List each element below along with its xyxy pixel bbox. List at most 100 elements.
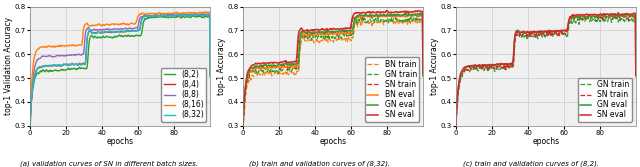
BN eval — [298, 33, 305, 35]
BN eval — [352, 17, 360, 19]
(8,32) — [85, 31, 93, 33]
(8,4) — [206, 75, 214, 77]
(8,8) — [206, 75, 214, 77]
(8,4) — [157, 14, 164, 16]
(8,16) — [97, 25, 105, 27]
(8,32) — [206, 75, 214, 77]
Text: (c) train and validation curves of (8,2).: (c) train and validation curves of (8,2)… — [463, 160, 599, 167]
(8,16) — [140, 13, 147, 15]
GN train — [310, 37, 318, 39]
GN train — [583, 19, 591, 21]
GN eval — [352, 16, 360, 18]
GN train — [352, 19, 360, 21]
Y-axis label: top-1 Validation Accuracy: top-1 Validation Accuracy — [4, 17, 13, 115]
SN train — [404, 11, 412, 13]
BN eval — [370, 15, 378, 17]
SN eval — [370, 11, 378, 13]
(8,32) — [140, 16, 147, 18]
(8,32) — [156, 15, 164, 17]
BN train — [369, 21, 377, 23]
BN eval — [310, 34, 318, 36]
(8,8) — [26, 144, 34, 146]
SN eval — [352, 12, 360, 14]
SN train — [419, 13, 427, 15]
(8,4) — [26, 145, 34, 147]
(8,8) — [140, 15, 147, 17]
SN eval — [239, 146, 246, 148]
X-axis label: epochs: epochs — [532, 137, 559, 146]
GN train — [523, 38, 531, 40]
(8,4) — [156, 14, 164, 16]
(8,2) — [157, 16, 164, 18]
(8,2) — [206, 14, 214, 16]
SN train — [298, 31, 305, 33]
(8,8) — [204, 13, 212, 15]
BN train — [310, 42, 318, 44]
(8,2) — [48, 70, 56, 72]
BN train — [409, 18, 417, 20]
BN train — [298, 39, 305, 41]
SN eval — [310, 29, 318, 31]
GN eval — [260, 64, 268, 66]
(8,2) — [26, 145, 34, 147]
GN train — [239, 161, 246, 163]
GN eval — [523, 31, 531, 33]
BN train — [239, 161, 246, 163]
SN train — [565, 21, 573, 23]
BN eval — [369, 15, 377, 17]
GN eval — [474, 65, 481, 67]
(8,4) — [48, 65, 56, 67]
SN train — [474, 64, 481, 66]
(8,16) — [26, 144, 34, 146]
(8,32) — [48, 64, 56, 66]
(8,4) — [198, 13, 206, 15]
GN eval — [369, 14, 377, 16]
GN eval — [239, 145, 246, 147]
Text: (b) train and validation curves of (8,32).: (b) train and validation curves of (8,32… — [250, 160, 390, 167]
(8,2) — [206, 75, 214, 77]
SN eval — [452, 145, 460, 147]
(8,8) — [48, 55, 56, 57]
GN train — [582, 17, 589, 19]
SN eval — [419, 72, 427, 74]
(8,8) — [97, 29, 105, 31]
(8,16) — [157, 13, 164, 15]
(8,8) — [157, 15, 164, 17]
SN train — [583, 16, 591, 18]
GN train — [511, 47, 518, 49]
SN eval — [565, 19, 573, 21]
GN eval — [419, 74, 427, 76]
Line: (8,8): (8,8) — [30, 14, 210, 145]
GN train — [632, 20, 639, 22]
BN eval — [419, 75, 427, 77]
BN train — [370, 22, 378, 24]
SN train — [632, 15, 639, 17]
Line: (8,2): (8,2) — [30, 15, 210, 146]
SN train — [582, 18, 589, 20]
(8,2) — [140, 22, 147, 24]
BN eval — [396, 14, 403, 16]
(8,8) — [85, 27, 93, 29]
SN eval — [582, 14, 589, 16]
GN eval — [511, 41, 518, 43]
GN train — [452, 161, 460, 163]
SN eval — [632, 74, 639, 76]
Line: BN train: BN train — [243, 19, 423, 162]
SN train — [239, 161, 246, 163]
(8,16) — [156, 12, 164, 14]
SN eval — [298, 27, 305, 29]
BN eval — [239, 146, 246, 148]
Line: SN eval: SN eval — [243, 11, 423, 147]
BN train — [352, 23, 360, 25]
BN eval — [260, 67, 268, 69]
GN train — [406, 16, 413, 18]
SN train — [452, 161, 460, 163]
Line: SN train: SN train — [456, 13, 636, 162]
SN eval — [474, 65, 481, 67]
(8,32) — [26, 145, 34, 147]
GN train — [370, 19, 378, 21]
SN train — [260, 64, 268, 66]
(8,4) — [140, 16, 147, 18]
Y-axis label: top-1 Accuracy: top-1 Accuracy — [217, 37, 226, 95]
SN eval — [630, 12, 638, 14]
